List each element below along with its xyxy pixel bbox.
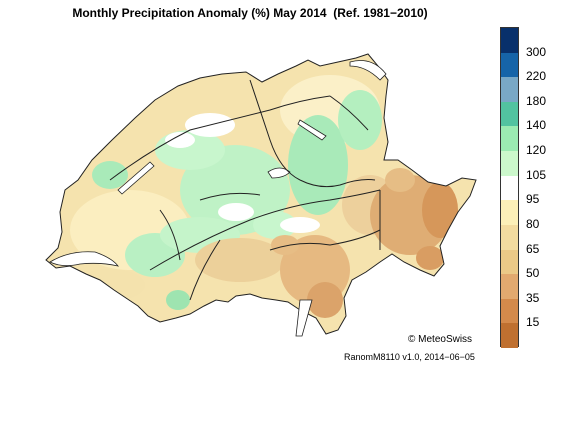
legend-tick-label: 120	[526, 143, 547, 158]
map-title: Monthly Precipitation Anomaly (%) May 20…	[72, 6, 428, 20]
lakes	[49, 60, 387, 337]
legend-swatch	[501, 200, 518, 226]
legend-tick-label: 95	[526, 192, 540, 207]
wet-zone-central	[288, 115, 348, 215]
legend-tick-label: 140	[526, 118, 547, 133]
legend-swatch	[501, 274, 518, 300]
lake-neuchatel	[117, 161, 155, 195]
legend-swatch	[501, 323, 518, 349]
legend-swatch	[501, 224, 518, 251]
legend-tick-label: 300	[526, 44, 547, 59]
legend-tick-label: 105	[526, 167, 547, 182]
legend-swatch	[501, 126, 518, 152]
legend-swatch	[501, 249, 518, 275]
lake-zurich	[297, 119, 327, 141]
legend-swatch	[501, 298, 518, 324]
legend-swatch	[501, 175, 518, 201]
legend-tick-label: 80	[526, 216, 540, 231]
legend-swatch	[501, 101, 518, 127]
lake-constance	[349, 60, 387, 81]
legend-tick-label: 65	[526, 241, 540, 256]
version-text: RanomM8110 v1.0, 2014−06−05	[344, 352, 475, 362]
legend-swatch	[501, 151, 518, 177]
legend-tick-label: 35	[526, 290, 540, 305]
legend-tick-label: 180	[526, 93, 547, 108]
precipitation-anomaly-map	[45, 53, 477, 337]
anomaly-fields	[70, 75, 458, 318]
legend-swatch	[501, 28, 518, 54]
legend-swatch	[501, 77, 518, 103]
colorbar-legend	[500, 27, 519, 349]
legend-swatch	[501, 52, 518, 78]
legend-tick-label: 220	[526, 69, 547, 84]
region-boundaries	[109, 79, 381, 301]
lake-maggiore	[295, 299, 313, 337]
wet-zone-plateau	[180, 145, 290, 235]
legend-tick-label: 15	[526, 315, 540, 330]
lake-geneva	[49, 251, 119, 267]
legend-tick-label: 50	[526, 266, 540, 281]
lake-lucerne	[267, 167, 291, 179]
copyright-text: © MeteoSwiss	[408, 334, 473, 345]
